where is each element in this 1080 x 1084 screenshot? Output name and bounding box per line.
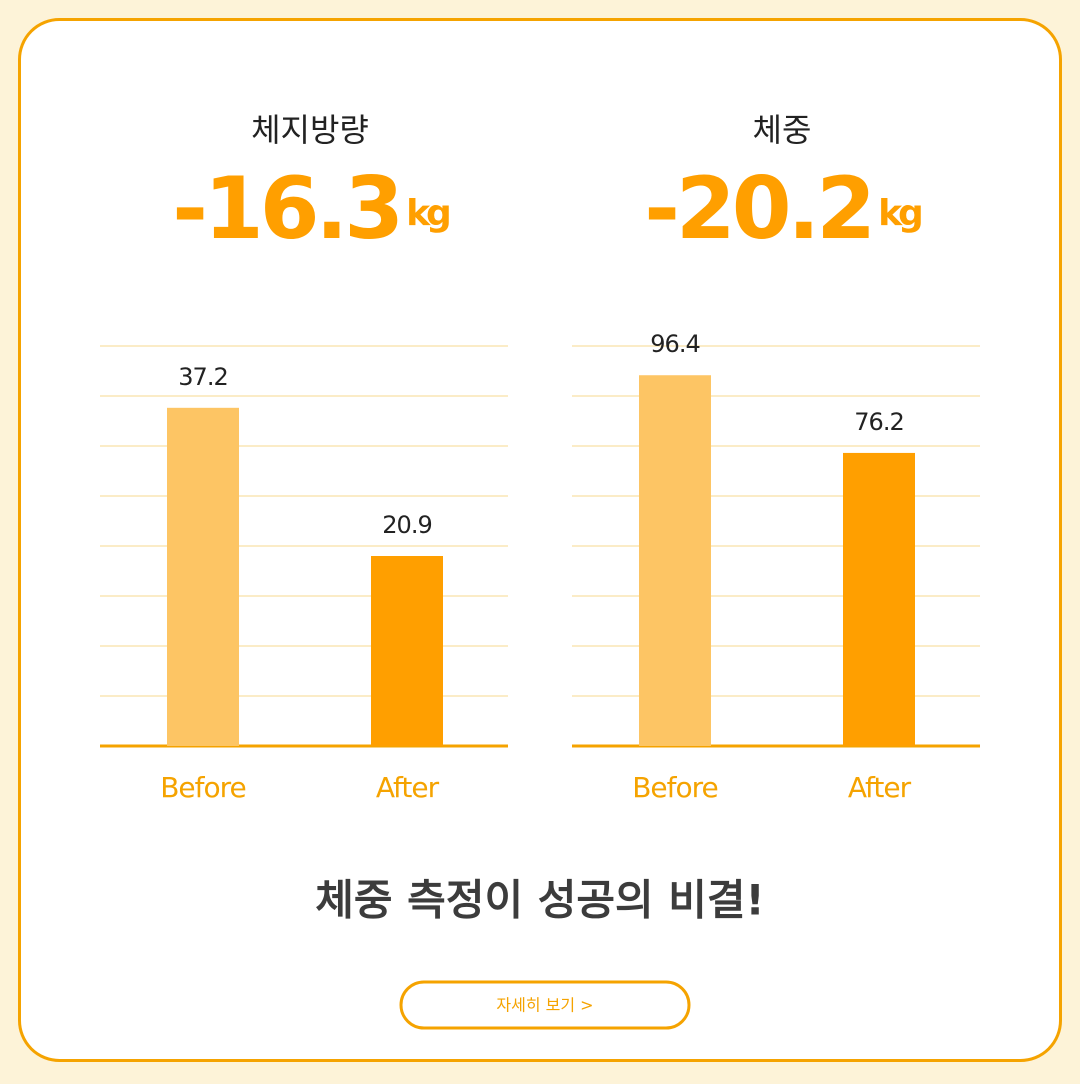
headline: -16.3 kg bbox=[172, 159, 449, 259]
card bbox=[18, 18, 1062, 1062]
headline-value: -16.3 bbox=[172, 159, 400, 259]
chart-title: 체지방량 bbox=[251, 111, 369, 149]
headline-value: -20.2 bbox=[644, 159, 872, 259]
bar bbox=[843, 452, 915, 746]
headline-unit: kg bbox=[406, 193, 449, 234]
x-tick-label: After bbox=[848, 771, 912, 804]
x-tick-label: After bbox=[376, 771, 440, 804]
bar bbox=[167, 407, 239, 746]
headline: -20.2 kg bbox=[644, 159, 921, 259]
value-label: 96.4 bbox=[650, 330, 699, 358]
bar bbox=[639, 375, 711, 746]
bar bbox=[371, 556, 443, 746]
detail-button-label[interactable]: 자세히 보기 > bbox=[496, 996, 593, 1015]
value-label: 20.9 bbox=[382, 511, 431, 539]
headline-unit: kg bbox=[878, 193, 921, 234]
chart-title: 체중 bbox=[753, 111, 812, 149]
x-tick-label: Before bbox=[160, 771, 246, 804]
value-label: 76.2 bbox=[854, 408, 903, 436]
detail-button[interactable] bbox=[399, 980, 691, 1030]
slogan: 체중 측정이 성공의 비결! bbox=[315, 876, 764, 925]
value-label: 37.2 bbox=[178, 363, 227, 391]
x-tick-label: Before bbox=[632, 771, 718, 804]
